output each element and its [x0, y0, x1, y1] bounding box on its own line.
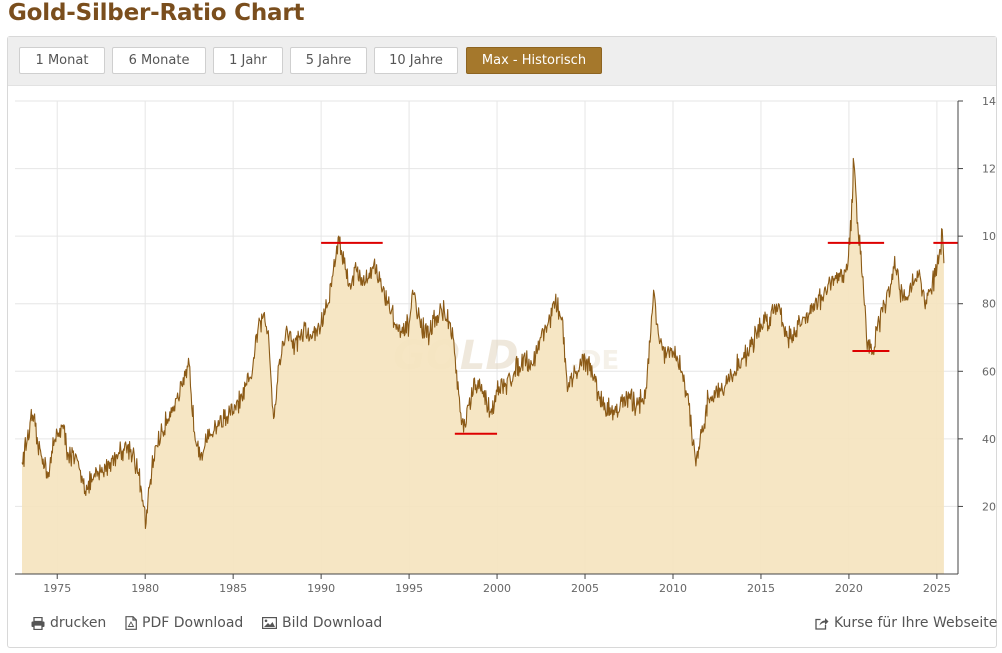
- range-toolbar: 1 Monat 6 Monate 1 Jahr 5 Jahre 10 Jahre…: [8, 37, 996, 86]
- embed-widget-link[interactable]: Kurse für Ihre Webseite: [815, 615, 997, 631]
- x-tick-label-1985: 1985: [219, 582, 247, 595]
- x-tick-label-2000: 2000: [483, 582, 511, 595]
- image-download-link[interactable]: Bild Download: [262, 615, 382, 631]
- y-tick-label-120: 120: [982, 163, 996, 176]
- x-tick-label-2025: 2025: [923, 582, 951, 595]
- range-button-5-jahre[interactable]: 5 Jahre: [290, 47, 367, 74]
- y-tick-label-80: 80: [982, 298, 996, 311]
- pdf-download-link[interactable]: PDF Download: [125, 615, 243, 631]
- x-tick-label-2015: 2015: [747, 582, 775, 595]
- y-tick-label-20: 20: [982, 500, 996, 513]
- page-title: Gold-Silber-Ratio Chart: [8, 0, 305, 26]
- printer-icon: [31, 616, 45, 630]
- range-button-1-jahr[interactable]: 1 Jahr: [213, 47, 283, 74]
- share-external-icon: [815, 617, 829, 630]
- print-label: drucken: [50, 615, 107, 631]
- pdf-file-icon: [125, 616, 137, 630]
- x-tick-label-1975: 1975: [43, 582, 71, 595]
- image-download-label: Bild Download: [282, 615, 383, 631]
- x-tick-label-1995: 1995: [395, 582, 423, 595]
- y-tick-label-140: 140: [982, 95, 996, 108]
- x-tick-label-1980: 1980: [131, 582, 159, 595]
- y-tick-label-40: 40: [982, 433, 996, 446]
- level-markers: [321, 241, 958, 435]
- ratio-chart: GOLD .DE 1975 1980 1985 1990 1995 2000 2005 201…: [15, 95, 996, 595]
- range-button-1-monat[interactable]: 1 Monat: [19, 47, 105, 74]
- ratio-area-fill: [22, 158, 944, 574]
- print-link[interactable]: drucken: [31, 615, 106, 631]
- x-tick-label-2005: 2005: [571, 582, 599, 595]
- range-button-10-jahre[interactable]: 10 Jahre: [374, 47, 458, 74]
- chart-panel: 1 Monat 6 Monate 1 Jahr 5 Jahre 10 Jahre…: [7, 36, 997, 648]
- x-tick-label-1990: 1990: [307, 582, 335, 595]
- range-button-6-monate[interactable]: 6 Monate: [112, 47, 206, 74]
- watermark-suffix: .DE: [570, 346, 619, 376]
- embed-widget-label: Kurse für Ihre Webseite: [834, 615, 998, 631]
- ratio-line: [21, 157, 945, 530]
- x-tick-label-2020: 2020: [835, 582, 863, 595]
- image-icon: [262, 617, 277, 629]
- y-tick-label-100: 100: [982, 230, 996, 243]
- axes: 1975 1980 1985 1990 1995 2000 2005 2010 2015 2020…: [15, 95, 996, 595]
- range-button-max-historisch[interactable]: Max - Historisch: [466, 47, 602, 74]
- x-tick-label-2010: 2010: [659, 582, 687, 595]
- y-tick-label-60: 60: [982, 365, 996, 378]
- pdf-download-label: PDF Download: [142, 615, 244, 631]
